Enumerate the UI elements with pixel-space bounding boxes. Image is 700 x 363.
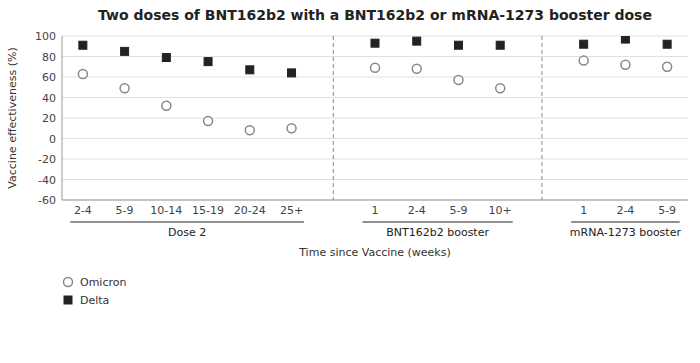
- legend-label: Delta: [80, 294, 109, 307]
- error-bar: [664, 41, 670, 47]
- x-tick-label: 15-19: [192, 204, 224, 217]
- group-label: BNT162b2 booster: [386, 226, 489, 239]
- y-tick-label: 0: [49, 133, 56, 146]
- point: [663, 62, 672, 71]
- x-axis: [62, 200, 688, 201]
- point: [120, 84, 129, 93]
- point: [246, 66, 254, 74]
- y-tick-label: -20: [38, 153, 56, 166]
- x-tick-label: 25+: [280, 204, 303, 217]
- group-underline: [362, 221, 512, 222]
- grid-line: [62, 179, 688, 180]
- y-tick-label: 40: [42, 92, 56, 105]
- point: [496, 84, 505, 93]
- y-axis: [62, 36, 63, 200]
- grid-line: [62, 97, 688, 98]
- legend: Omicron Delta: [64, 276, 127, 307]
- point: [287, 124, 296, 133]
- section-divider: [541, 36, 542, 200]
- y-axis-label: Vaccine effectiveness (%): [6, 47, 19, 188]
- x-tick-label: 2-4: [74, 204, 92, 217]
- point: [621, 36, 629, 43]
- x-tick-label: 20-24: [234, 204, 266, 217]
- point: [579, 56, 588, 65]
- section-divider: [333, 36, 334, 200]
- grid-line: [62, 138, 688, 139]
- point: [204, 117, 213, 126]
- group-label: Dose 2: [168, 226, 206, 239]
- title: Two doses of BNT162b2 with a BNT162b2 or…: [98, 7, 652, 23]
- point: [79, 41, 87, 49]
- point: [454, 76, 463, 85]
- point: [663, 40, 671, 48]
- point: [621, 60, 630, 69]
- y-tick-label: 20: [42, 112, 56, 125]
- point: [204, 58, 212, 66]
- x-tick-label: 2-4: [408, 204, 426, 217]
- grid-line: [62, 56, 688, 57]
- point: [162, 54, 170, 62]
- group-underline: [70, 221, 304, 222]
- point: [580, 40, 588, 48]
- x-tick-label: 5-9: [658, 204, 676, 217]
- y-tick-label: -60: [38, 194, 56, 207]
- y-tick-label: 100: [35, 30, 56, 43]
- grid-line: [62, 36, 688, 37]
- chart: Two doses of BNT162b2 with a BNT162b2 or…: [0, 0, 700, 363]
- legend-marker: [64, 296, 72, 304]
- point: [288, 69, 296, 77]
- x-tick-label: 2-4: [616, 204, 634, 217]
- grid-line: [62, 159, 688, 160]
- point: [412, 64, 421, 73]
- x-axis-label: Time since Vaccine (weeks): [298, 246, 451, 259]
- group-underline: [571, 221, 680, 222]
- x-tick-label: 5-9: [449, 204, 467, 217]
- x-tick-label: 5-9: [116, 204, 134, 217]
- y-tick-label: 60: [42, 71, 56, 84]
- point: [121, 47, 129, 55]
- point: [78, 69, 87, 78]
- grid-line: [62, 118, 688, 119]
- point: [371, 39, 379, 47]
- grid-line: [62, 200, 688, 201]
- legend-label: Omicron: [80, 276, 126, 289]
- point: [454, 41, 462, 49]
- plot-area: [78, 36, 671, 135]
- group-label: mRNA-1273 booster: [570, 226, 682, 239]
- y-tick-label: -40: [38, 174, 56, 187]
- point: [371, 63, 380, 72]
- legend-marker: [64, 278, 73, 287]
- y-tick-label: 80: [42, 51, 56, 64]
- point: [245, 126, 254, 135]
- grid-line: [62, 77, 688, 78]
- point: [413, 37, 421, 45]
- x-tick-label: 10+: [489, 204, 512, 217]
- x-tick-label: 10-14: [150, 204, 182, 217]
- point: [496, 41, 504, 49]
- point: [162, 101, 171, 110]
- x-tick-label: 1: [372, 204, 379, 217]
- x-tick-label: 1: [580, 204, 587, 217]
